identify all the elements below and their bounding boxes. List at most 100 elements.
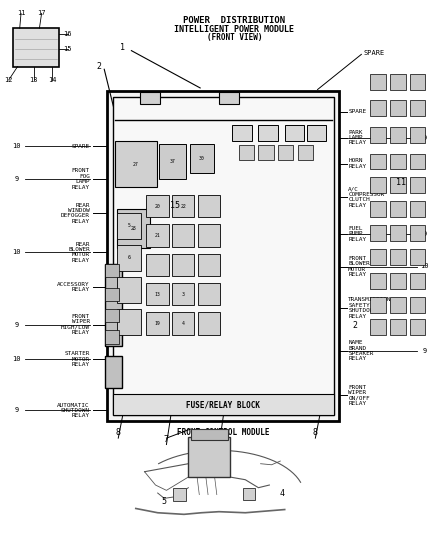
Bar [390, 100, 406, 116]
Text: 28: 28 [131, 226, 137, 231]
Text: 10: 10 [12, 356, 21, 362]
Bar [113, 97, 334, 415]
Bar [232, 125, 252, 141]
Bar [390, 249, 406, 265]
Text: INTELLIGENT POWER MODULE: INTELLIGENT POWER MODULE [174, 25, 294, 34]
Text: FUEL
PUMP
RELAY: FUEL PUMP RELAY [348, 226, 366, 242]
Bar [198, 312, 220, 335]
Bar [410, 177, 425, 193]
Bar [370, 273, 386, 289]
Bar [243, 488, 255, 500]
Bar [117, 309, 141, 335]
Text: 3: 3 [182, 292, 184, 297]
Bar [146, 283, 169, 305]
Bar [198, 283, 220, 305]
Text: 8: 8 [313, 429, 318, 437]
Bar [370, 225, 386, 241]
Text: STARTER
MOTOR
RELAY: STARTER MOTOR RELAY [64, 351, 90, 367]
Text: 16: 16 [64, 30, 72, 37]
Text: FRONT
WIPER
HIGH/LOW
RELAY: FRONT WIPER HIGH/LOW RELAY [61, 314, 90, 335]
Text: 2: 2 [96, 62, 101, 71]
Bar [370, 249, 386, 265]
Bar [370, 297, 386, 313]
Bar [390, 177, 406, 193]
Bar [370, 201, 386, 217]
Bar [390, 273, 406, 289]
Bar [198, 224, 220, 247]
Text: SPARE: SPARE [348, 109, 366, 115]
Text: 3: 3 [216, 436, 222, 445]
Text: SPARE: SPARE [72, 143, 90, 149]
Text: A/C
COMPRESSOR
CLUTCH
RELAY: A/C COMPRESSOR CLUTCH RELAY [348, 187, 385, 208]
Text: TRANSMISSION
SAFETY
SHUTDOWN
RELAY: TRANSMISSION SAFETY SHUTDOWN RELAY [348, 297, 392, 319]
Bar [370, 177, 386, 193]
Bar [13, 28, 59, 67]
Bar [146, 254, 169, 276]
Bar [219, 92, 239, 104]
Text: 30: 30 [198, 156, 205, 161]
Text: FUSE/RELAY BLOCK: FUSE/RELAY BLOCK [187, 400, 260, 409]
Text: AUTOMATIC
SHUTDOWN
RELAY: AUTOMATIC SHUTDOWN RELAY [57, 402, 90, 418]
Text: 9: 9 [423, 231, 427, 237]
Text: 4: 4 [280, 489, 285, 497]
Bar [410, 297, 425, 313]
Bar [115, 141, 157, 187]
Text: 15: 15 [170, 201, 180, 209]
Text: ACCESSORY
RELAY: ACCESSORY RELAY [57, 282, 90, 293]
Text: 11: 11 [396, 179, 406, 187]
Text: 13: 13 [30, 77, 38, 83]
Text: 22: 22 [180, 204, 186, 209]
Text: 21: 21 [154, 233, 160, 238]
Text: 8: 8 [116, 429, 121, 437]
Bar [105, 288, 119, 301]
Bar [117, 277, 141, 303]
Bar [285, 125, 304, 141]
Bar [410, 201, 425, 217]
Bar [105, 264, 122, 346]
Text: 14: 14 [48, 77, 57, 83]
Bar [390, 201, 406, 217]
Bar [258, 145, 274, 160]
Text: 6: 6 [128, 255, 131, 261]
Bar [113, 394, 334, 415]
Text: 9: 9 [423, 134, 427, 141]
Bar [172, 195, 194, 217]
Bar [410, 225, 425, 241]
Bar [146, 312, 169, 335]
Text: POWER  DISTRIBUTION: POWER DISTRIBUTION [183, 16, 286, 25]
Text: FRONT
BLOWER
MOTOR
RELAY: FRONT BLOWER MOTOR RELAY [348, 256, 370, 277]
Bar [370, 319, 386, 335]
Text: REAR
BLOWER
MOTOR
RELAY: REAR BLOWER MOTOR RELAY [68, 241, 90, 263]
Bar [146, 195, 169, 217]
Bar [190, 144, 214, 173]
Bar [117, 209, 150, 248]
Bar [239, 145, 254, 160]
Text: 7: 7 [164, 435, 169, 443]
Bar [410, 319, 425, 335]
Bar [298, 145, 313, 160]
Bar [173, 488, 186, 501]
Bar [172, 312, 194, 335]
Bar [390, 319, 406, 335]
Text: 20: 20 [154, 204, 160, 209]
Text: 10: 10 [12, 249, 21, 255]
Bar [172, 283, 194, 305]
Text: 9: 9 [423, 348, 427, 354]
Bar [117, 245, 141, 271]
Text: SPARE: SPARE [364, 50, 385, 56]
Text: 1: 1 [120, 44, 125, 52]
Bar [390, 297, 406, 313]
Text: PARK
LAMP
RELAY: PARK LAMP RELAY [348, 130, 366, 146]
Bar [370, 127, 386, 143]
Text: 10: 10 [12, 143, 21, 149]
Text: 9: 9 [14, 407, 19, 414]
Text: (FRONT VIEW): (FRONT VIEW) [207, 34, 262, 42]
Text: NAME
BRAND
SPEAKER
RELAY: NAME BRAND SPEAKER RELAY [348, 340, 374, 361]
Bar [410, 100, 425, 116]
Text: 15: 15 [64, 46, 72, 52]
Text: 3: 3 [216, 436, 222, 445]
Text: 10: 10 [420, 263, 429, 270]
Bar [198, 195, 220, 217]
Text: FRONT
WIPER
ON/OFF
RELAY: FRONT WIPER ON/OFF RELAY [348, 385, 370, 406]
Text: 17: 17 [37, 10, 46, 17]
